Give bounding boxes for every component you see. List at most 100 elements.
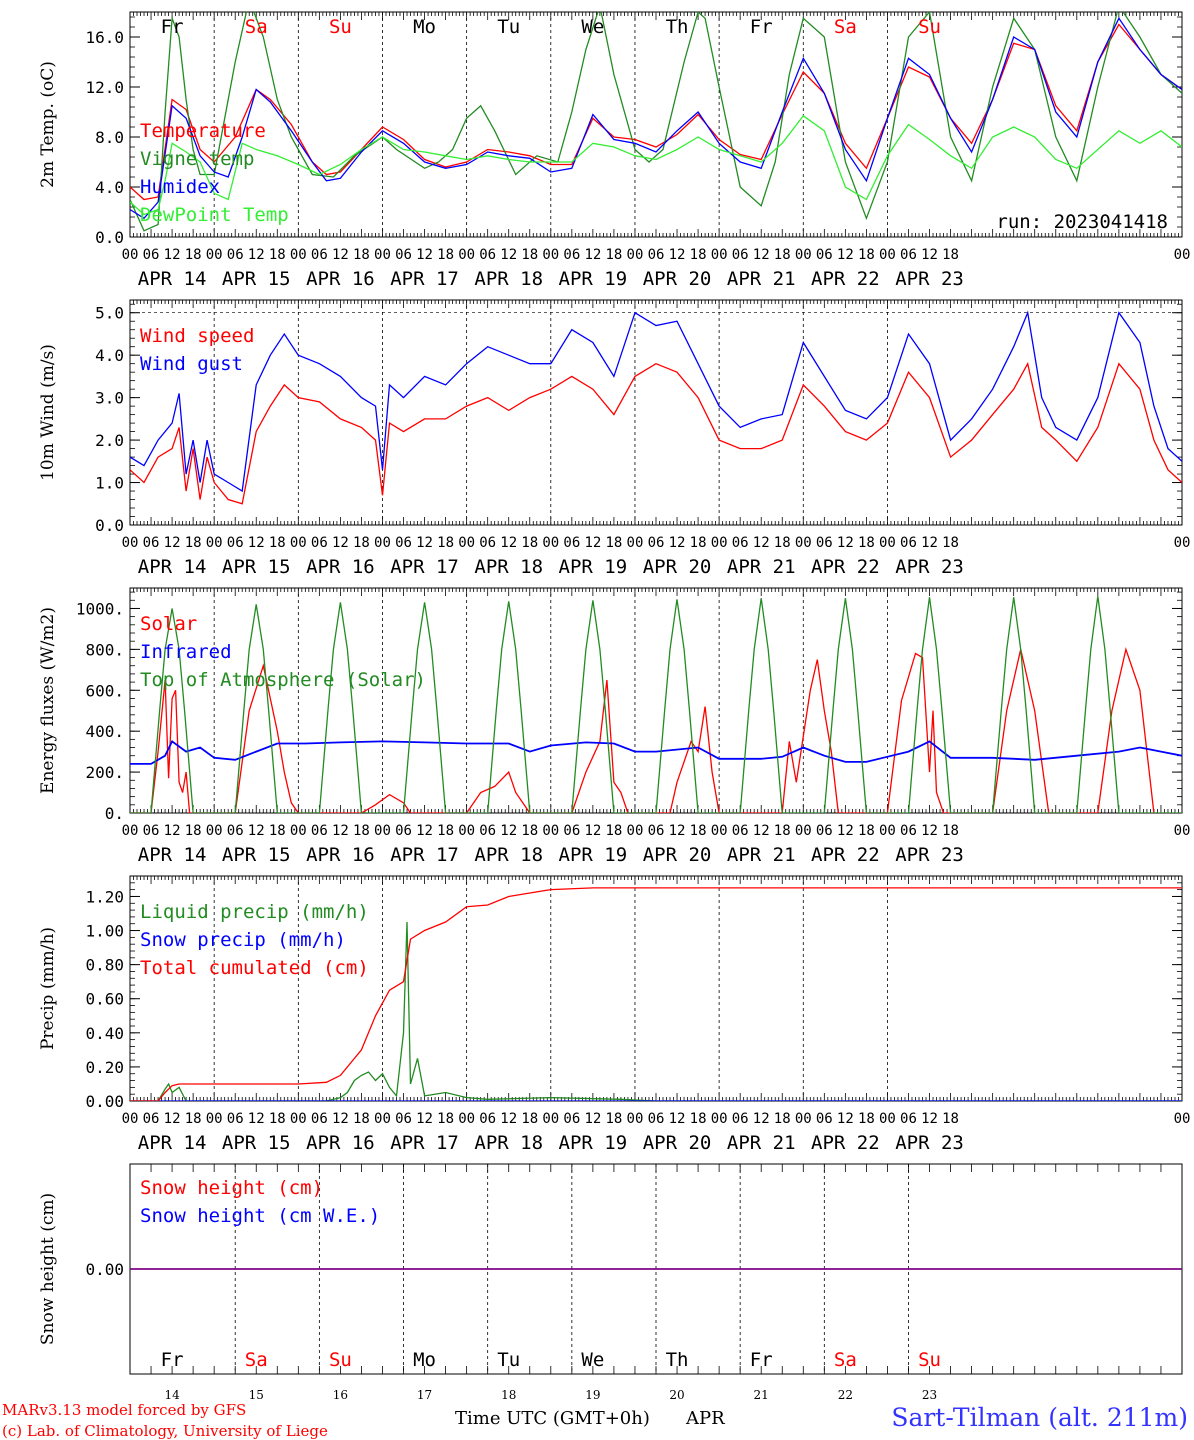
x-date-label: APR 16 (306, 556, 375, 578)
x-hour-label: 12 (416, 535, 433, 551)
x-hour-label: 00 (542, 823, 559, 839)
x-date-label: APR 17 (390, 268, 459, 290)
x-hour-label: 18 (690, 535, 707, 551)
x-hour-label: 00 (122, 247, 139, 263)
x-hour-label: 06 (648, 823, 665, 839)
x-hour-label: 12 (837, 1111, 854, 1127)
x-hour-label: 00 (795, 823, 812, 839)
run-label: run: 2023041418 (996, 211, 1168, 233)
day-abbrev: Fr (161, 16, 184, 38)
x-date-label: APR 22 (811, 1132, 880, 1154)
day-number: 22 (838, 1388, 853, 1402)
y-tick-label: 0.40 (85, 1024, 124, 1043)
panel-4: 0.00 0.20 0.40 0.60 0.80 1.00 1.20 Precip (mm/h… (38, 875, 1190, 1154)
x-hour-label: 18 (942, 535, 959, 551)
x-hour-label: 00 (374, 247, 391, 263)
x-hour-label: 06 (479, 247, 496, 263)
x-date-label: APR 14 (138, 844, 207, 866)
x-date-label: APR 14 (138, 268, 207, 290)
x-date-label: APR 20 (643, 556, 712, 578)
x-hour-label: 00 (122, 1111, 139, 1127)
x-hour-label: 18 (269, 535, 286, 551)
day-abbrev: Th (666, 1349, 689, 1371)
x-hour-label: 00 (290, 247, 307, 263)
x-hour-label: 12 (416, 1111, 433, 1127)
x-date-label: APR 22 (811, 844, 880, 866)
x-hour-label: 12 (248, 1111, 265, 1127)
legend-entry: Humidex (140, 176, 220, 198)
x-hour-label: 18 (185, 535, 202, 551)
y-tick-label: 1.0 (95, 474, 124, 493)
x-hour-label: 18 (353, 247, 370, 263)
x-hour-label: 06 (816, 823, 833, 839)
x-hour-label: 12 (669, 1111, 686, 1127)
plot-frame (129, 587, 1183, 814)
x-hour-label: 18 (269, 823, 286, 839)
y-tick-label: 800. (85, 640, 124, 659)
x-hour-label: 06 (732, 823, 749, 839)
y-tick-label: 0.00 (85, 1092, 124, 1111)
day-abbrev: Sa (834, 16, 857, 38)
x-date-label: APR 15 (222, 1132, 291, 1154)
x-hour-label: 00 (711, 1111, 728, 1127)
x-hour-label: 18 (774, 247, 791, 263)
x-hour-label: 12 (921, 535, 938, 551)
x-hour-label: 18 (858, 1111, 875, 1127)
x-hour-label: 18 (269, 1111, 286, 1127)
x-hour-label: 00 (458, 247, 475, 263)
x-hour-label: 06 (311, 1111, 328, 1127)
x-hour-label: 06 (563, 535, 580, 551)
x-hour-label: 00 (206, 247, 223, 263)
x-hour-label: 12 (164, 535, 181, 551)
legend-entry: Snow height (cm) (140, 1177, 323, 1199)
day-abbrev: Th (666, 16, 689, 38)
x-hour-label: 18 (774, 1111, 791, 1127)
x-hour-label: 18 (942, 1111, 959, 1127)
legend-entry: Snow height (cm W.E.) (140, 1205, 380, 1227)
x-hour-label: 00 (627, 535, 644, 551)
station-name: Sart-Tilman (alt. 211m) (891, 1403, 1188, 1432)
x-hour-label: 12 (753, 247, 770, 263)
x-date-label: APR 19 (559, 844, 628, 866)
x-hour-label: 00 (374, 535, 391, 551)
x-date-label: APR 14 (138, 1132, 207, 1154)
x-hour-label: 18 (521, 1111, 538, 1127)
y-tick-label: 2.0 (95, 431, 124, 450)
x-hour-label: 00 (795, 247, 812, 263)
x-hour-label: 12 (500, 823, 517, 839)
panel-5: 0.00 Snow height (cm) Snow height (cm) Snow… (38, 1163, 1183, 1402)
x-hour-label: 12 (248, 823, 265, 839)
x-hour-label: 00 (290, 1111, 307, 1127)
x-hour-label: 00 (1174, 247, 1191, 263)
x-hour-label: 06 (143, 1111, 160, 1127)
x-date-label: APR 22 (811, 556, 880, 578)
y-tick-label: 0.80 (85, 956, 124, 975)
x-date-label: APR 19 (559, 268, 628, 290)
x-hour-label: 12 (248, 535, 265, 551)
x-date-label: APR 19 (559, 556, 628, 578)
y-tick-label: 0.00 (85, 1260, 124, 1279)
day-number: 21 (754, 1388, 769, 1402)
day-abbrev: Fr (161, 1349, 184, 1371)
x-hour-label: 06 (732, 247, 749, 263)
x-hour-label: 06 (816, 1111, 833, 1127)
x-hour-label: 12 (921, 247, 938, 263)
x-date-label: APR 21 (727, 1132, 796, 1154)
y-tick-label: 1.00 (85, 922, 124, 941)
x-hour-label: 12 (753, 823, 770, 839)
x-hour-label: 06 (648, 247, 665, 263)
x-hour-label: 12 (669, 535, 686, 551)
day-abbrev: Su (329, 1349, 352, 1371)
x-date-label: APR 15 (222, 844, 291, 866)
x-date-label: APR 23 (895, 844, 964, 866)
series-line-infrared (130, 740, 1182, 765)
x-hour-label: 06 (479, 823, 496, 839)
x-hour-label: 12 (332, 1111, 349, 1127)
x-date-label: APR 23 (895, 1132, 964, 1154)
panel-2: 0.0 1.0 2.0 3.0 4.0 5.0 10m Wind (m/s) Wind spe… (38, 299, 1191, 578)
y-tick-label: 4.0 (95, 178, 124, 197)
x-hour-label: 12 (332, 247, 349, 263)
x-hour-label: 18 (605, 823, 622, 839)
x-hour-label: 00 (1174, 535, 1191, 551)
